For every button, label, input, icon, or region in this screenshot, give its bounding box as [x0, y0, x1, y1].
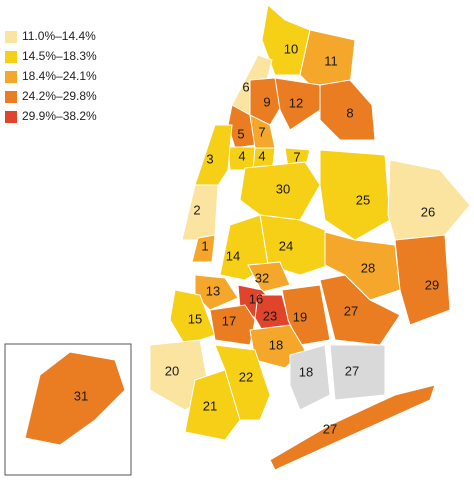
district-label: 26 [421, 204, 435, 219]
district-label: 31 [74, 388, 88, 403]
district-label: 13 [206, 283, 220, 298]
district-label: 27 [323, 421, 337, 436]
district-label: 27 [345, 363, 359, 378]
district [319, 79, 376, 141]
district [191, 234, 216, 263]
district-label: 2 [193, 202, 200, 217]
district-label: 7 [293, 149, 300, 164]
district-label: 20 [165, 363, 179, 378]
district-label: 18 [269, 337, 283, 352]
legend-swatch [5, 91, 17, 103]
district-label: 7 [258, 124, 265, 139]
district-label: 19 [293, 309, 307, 324]
district-label: 23 [263, 308, 277, 323]
district-label: 4 [238, 148, 245, 163]
district [194, 124, 233, 191]
legend-swatch [5, 71, 17, 83]
district-label: 16 [249, 291, 263, 306]
district [247, 261, 291, 293]
inset-frame [4, 343, 132, 476]
district [194, 274, 239, 311]
district-label: 22 [239, 369, 253, 384]
district-label: 6 [242, 79, 249, 94]
district [289, 344, 331, 411]
district [184, 369, 241, 441]
legend-swatch [5, 51, 17, 63]
legend-label: 29.9%–38.2% [22, 109, 97, 123]
district-label: 15 [188, 311, 202, 326]
district [387, 159, 471, 241]
district-label: 27 [344, 303, 358, 318]
district-label: 24 [279, 238, 293, 253]
district-label: 4 [258, 148, 265, 163]
district [319, 274, 401, 346]
district [329, 344, 386, 401]
district [24, 351, 126, 446]
district-label: 21 [203, 398, 217, 413]
legend-label: 11.0%–14.4% [22, 29, 96, 43]
district-label: 32 [255, 270, 269, 285]
legend-label: 24.2%–29.8% [22, 89, 97, 103]
district-label: 17 [222, 313, 236, 328]
district-label: 3 [206, 151, 213, 166]
district [281, 284, 331, 346]
district-label: 10 [284, 41, 298, 56]
district-label: 12 [289, 95, 303, 110]
district-label: 30 [276, 181, 290, 196]
legend-swatch [5, 31, 17, 43]
district [324, 231, 401, 301]
district-label: 25 [356, 192, 370, 207]
district [394, 234, 451, 326]
legend-label: 18.4%–24.1% [22, 69, 97, 83]
district-label: 18 [299, 364, 313, 379]
legend-swatch [5, 111, 17, 123]
district-label: 1 [201, 238, 208, 253]
district-label: 9 [263, 94, 270, 109]
district [269, 384, 436, 471]
district [274, 77, 321, 131]
legend-label: 14.5%–18.3% [22, 49, 97, 63]
district-label: 14 [226, 248, 240, 263]
district-label: 29 [425, 277, 439, 292]
district-label: 8 [346, 105, 353, 120]
district-label: 28 [361, 260, 375, 275]
district-label: 5 [237, 126, 244, 141]
district [249, 77, 286, 126]
district-label: 11 [324, 53, 338, 68]
